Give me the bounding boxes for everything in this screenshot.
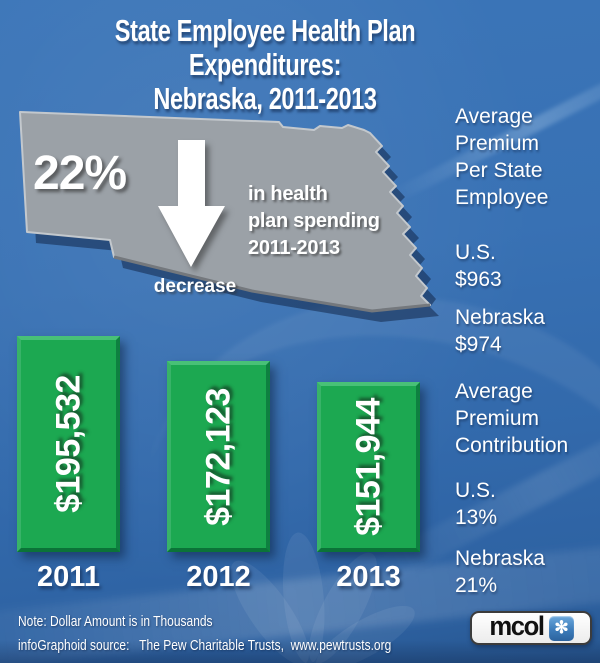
spending-description-line: 2011-2013 — [248, 237, 340, 259]
us-contribution-stat: U.S. 13% — [455, 477, 600, 531]
bar-2012: $172,123 — [167, 361, 270, 552]
heading-line: Average — [455, 380, 533, 403]
heading-line: Per State — [455, 159, 543, 182]
premium-contribution-heading: Average Premium Contribution — [455, 378, 600, 459]
bar-2011: $195,532 — [17, 336, 120, 552]
source-credit: infoGraphoid source: The Pew Charitable … — [18, 637, 392, 654]
mcol-logo: mcol ✻ — [470, 611, 592, 645]
nebraska-contribution-stat: Nebraska 21% — [455, 545, 600, 599]
title-line-2: Nebraska, 2011-2013 — [153, 81, 377, 116]
nebraska-map-bottom-edge — [113, 255, 431, 313]
x-axis-label-2012: 2012 — [186, 561, 251, 593]
dollar-note: Note: Dollar Amount is in Thousands — [18, 613, 213, 630]
heading-line: Premium — [455, 407, 540, 430]
bar-value-label: $195,532 — [49, 375, 87, 513]
x-axis-label-2013: 2013 — [336, 561, 401, 593]
decrease-label: decrease — [153, 276, 237, 297]
us-premium-stat: U.S. $963 — [455, 239, 600, 293]
title-line-1: State Employee Health Plan Expenditures: — [114, 13, 416, 82]
spending-description-line: plan spending — [248, 210, 380, 232]
asterisk-glyph: ✻ — [554, 618, 569, 637]
mcol-logo-text: mcol — [489, 611, 545, 641]
heading-line: Contribution — [455, 434, 569, 457]
bar-value-label: $151,944 — [349, 398, 387, 536]
premium-per-employee-heading: Average Premium Per State Employee — [455, 103, 600, 211]
bar-2013: $151,944 — [317, 382, 420, 552]
spending-description: in health plan spending 2011-2013 — [248, 181, 380, 262]
stat-value: 13% — [455, 506, 498, 529]
asterisk-icon: ✻ — [549, 615, 575, 641]
heading-line: Premium — [455, 132, 540, 155]
heading-line: Average — [455, 105, 533, 128]
page-title: State Employee Health Plan Expenditures:… — [64, 14, 467, 116]
stat-value: $963 — [455, 268, 502, 291]
heading-line: Employee — [455, 186, 549, 209]
down-arrow-icon — [158, 140, 225, 267]
nebraska-premium-stat: Nebraska $974 — [455, 304, 600, 358]
stat-label: U.S. — [455, 241, 496, 264]
stat-value: 21% — [455, 574, 498, 597]
stat-label: U.S. — [455, 479, 496, 502]
bar-value-label: $172,123 — [199, 387, 237, 526]
percent-decrease-value: 22% — [33, 147, 127, 200]
x-axis-label-2011: 2011 — [37, 561, 100, 593]
stat-value: $974 — [455, 333, 502, 356]
stat-label: Nebraska — [455, 547, 545, 570]
nebraska-map — [19, 111, 439, 322]
stat-label: Nebraska — [455, 306, 545, 329]
spending-description-line: in health — [248, 183, 328, 205]
